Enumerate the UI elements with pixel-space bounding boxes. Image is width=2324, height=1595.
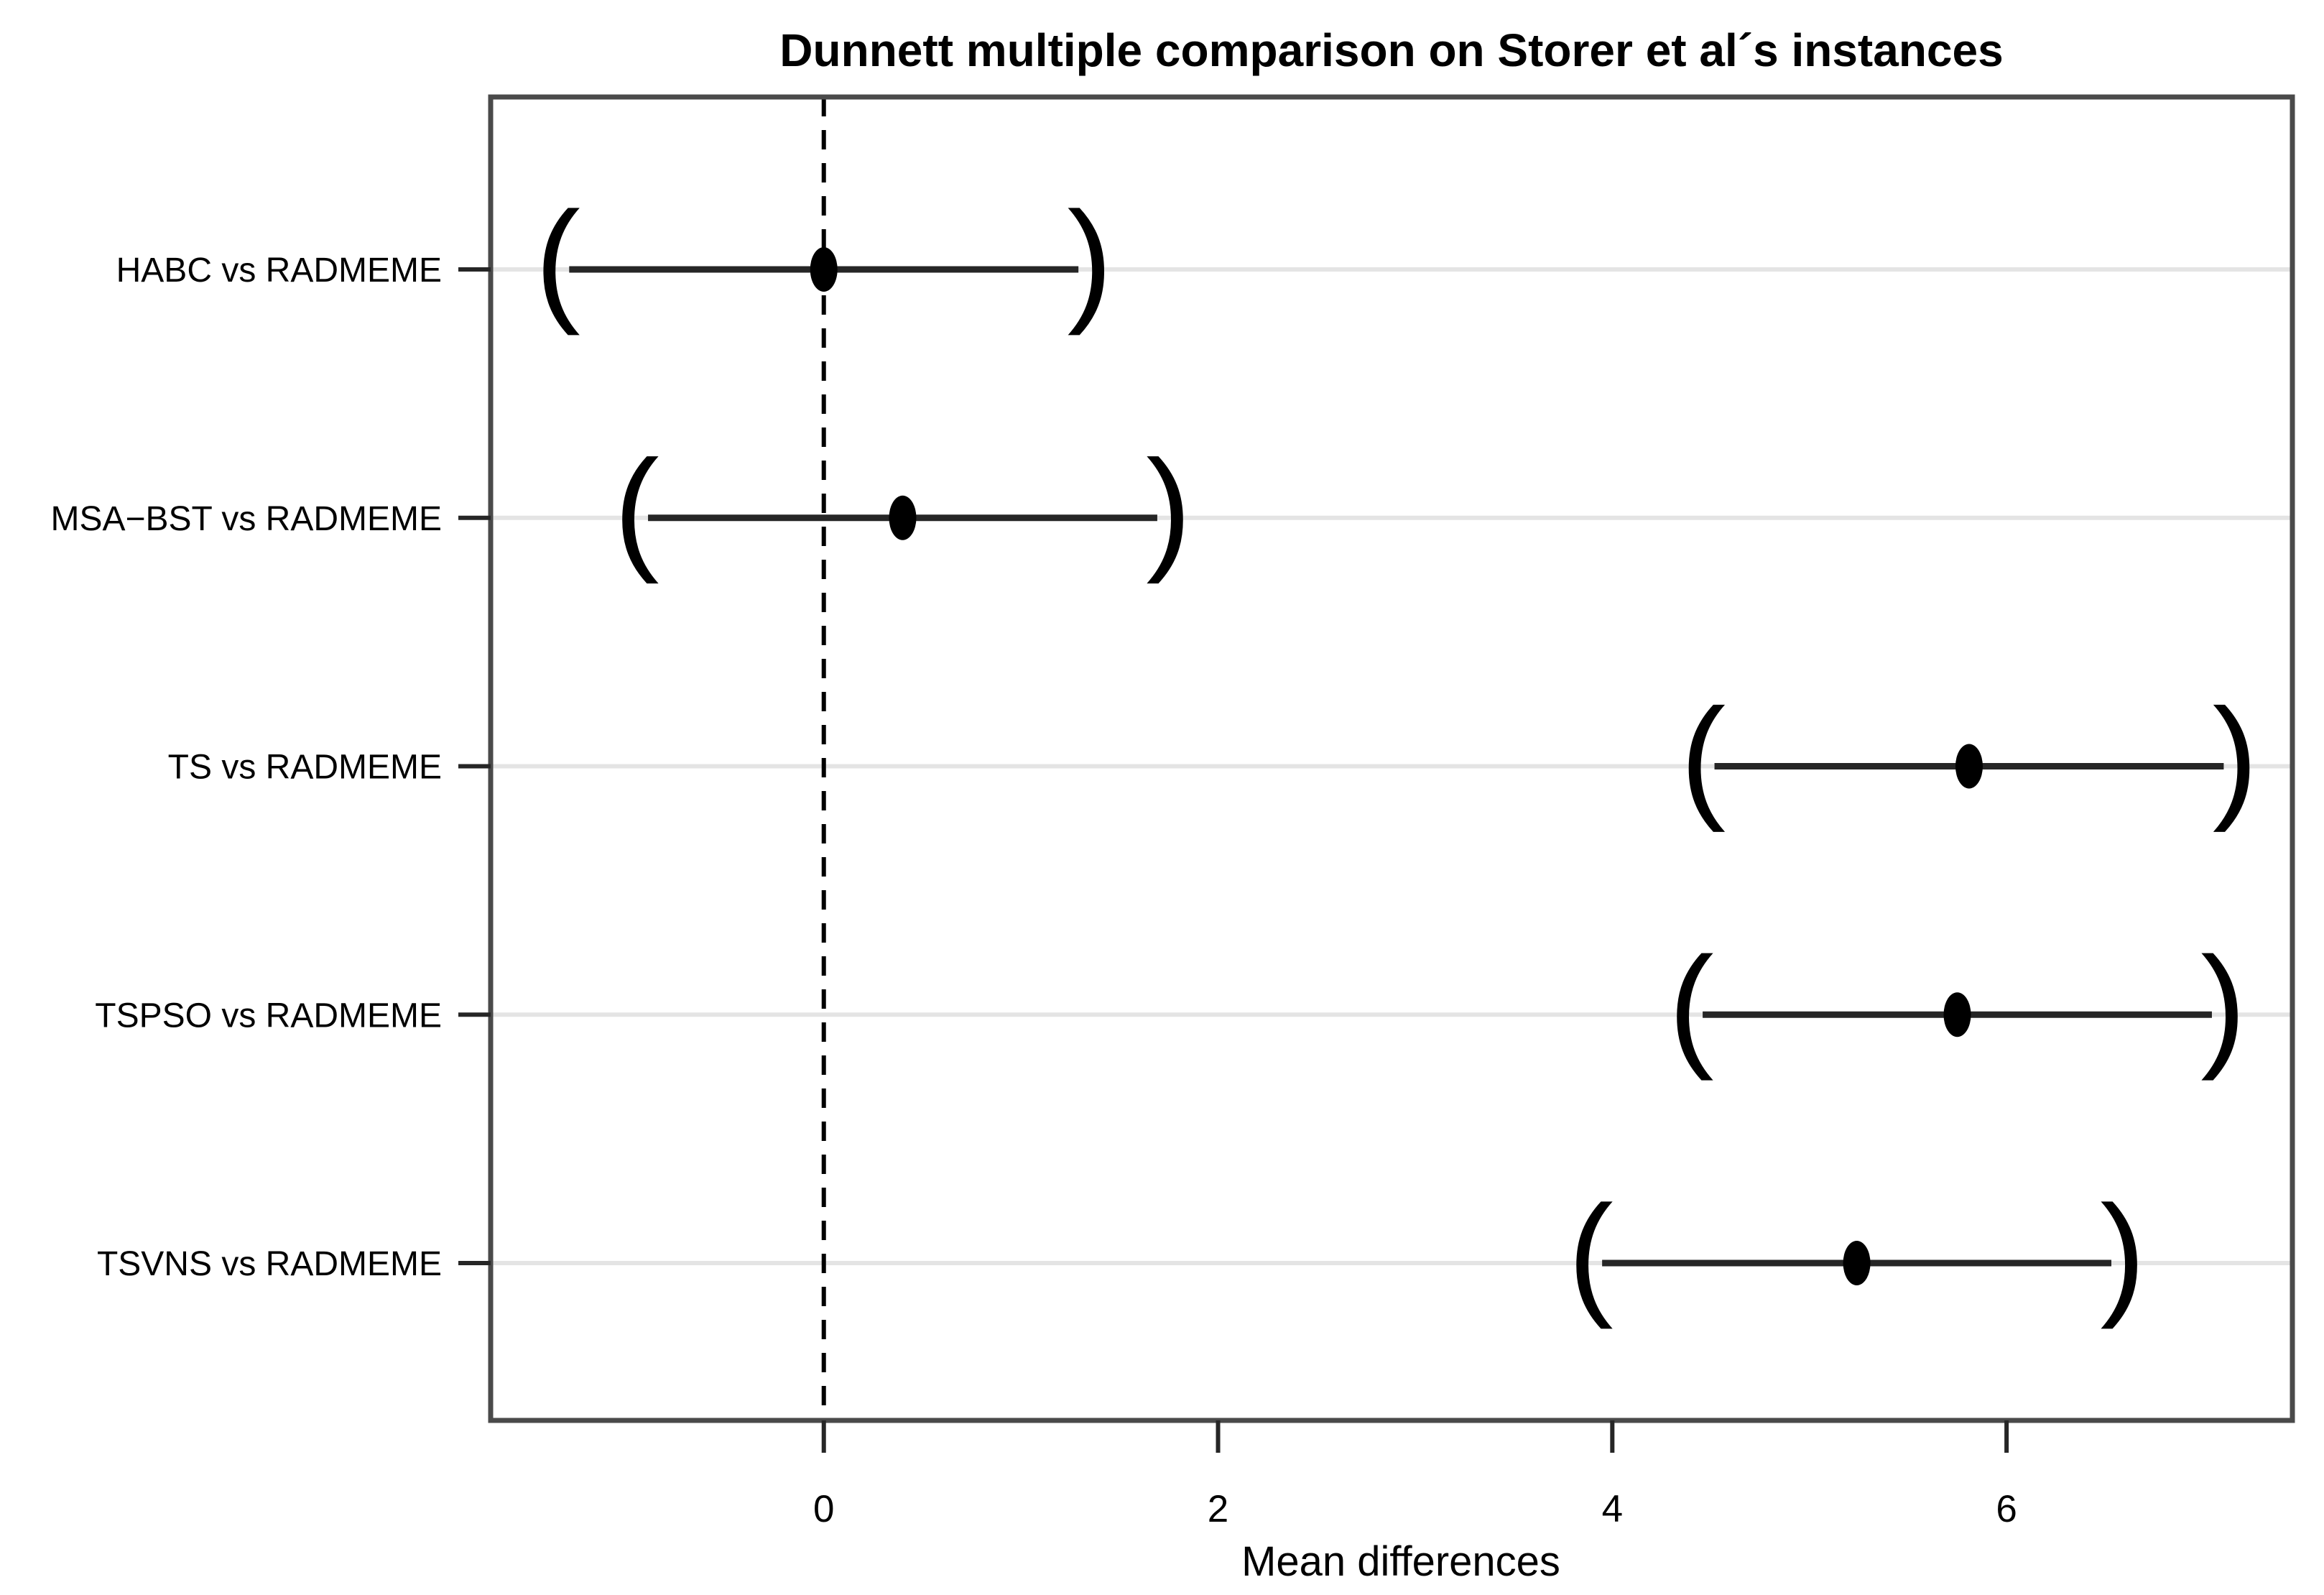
y-axis-label: TS vs RADMEME	[168, 749, 442, 787]
plot-frame	[488, 94, 2295, 1423]
interval-upper-paren: )	[2213, 681, 2258, 833]
point-estimate-dot	[1843, 1241, 1871, 1285]
x-tick-label: 4	[1602, 1488, 1623, 1530]
plot-frame-layer	[488, 94, 2295, 1423]
point-estimate-dot	[1943, 992, 1971, 1037]
interval-lower-paren: (	[535, 184, 580, 336]
x-tick-label: 2	[1208, 1488, 1228, 1530]
confidence-interval: ()	[535, 184, 1113, 336]
point-estimate-dot	[1955, 744, 1983, 789]
chart-title: Dunnett multiple comparison on Storer et…	[779, 24, 2003, 76]
confidence-interval: ()	[1668, 929, 2246, 1081]
confidence-intervals-layer: ()()()()()	[535, 184, 2258, 1330]
interval-upper-paren: )	[1146, 433, 1191, 585]
y-axis-label: MSA−BST vs RADMEME	[50, 500, 442, 538]
interval-lower-paren: (	[1668, 929, 1713, 1081]
point-estimate-dot	[889, 495, 917, 540]
x-axis-title: Mean differences	[1241, 1538, 1560, 1585]
axes-layer: HABC vs RADMEME MSA−BST vs RADMEME TS vs R…	[50, 251, 2017, 1530]
y-axis-label: TSPSO vs RADMEME	[95, 997, 442, 1035]
x-tick-label: 6	[1996, 1488, 2017, 1530]
interval-upper-paren: )	[2200, 929, 2246, 1081]
y-axis-label: HABC vs RADMEME	[116, 251, 442, 290]
interval-lower-paren: (	[614, 433, 659, 585]
x-tick-label: 0	[813, 1488, 834, 1530]
confidence-interval: ()	[614, 433, 1191, 585]
y-axis-label: TSVNS vs RADMEME	[97, 1245, 442, 1283]
interval-upper-paren: )	[2100, 1178, 2145, 1330]
interval-lower-paren: (	[1568, 1178, 1614, 1330]
interval-lower-paren: (	[1680, 681, 1726, 833]
interval-upper-paren: )	[1068, 184, 1113, 336]
point-estimate-dot	[810, 247, 838, 292]
confidence-interval: ()	[1568, 1178, 2146, 1330]
confidence-interval: ()	[1680, 681, 2258, 833]
